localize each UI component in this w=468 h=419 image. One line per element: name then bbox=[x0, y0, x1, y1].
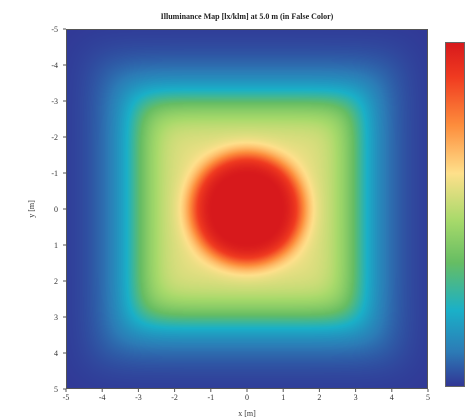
x-tick-label: -4 bbox=[99, 393, 106, 402]
y-tick-label: -3 bbox=[51, 97, 58, 106]
chart-title: Illuminance Map [lx/klm] at 5.0 m (in Fa… bbox=[160, 12, 334, 21]
y-tick-label: 1 bbox=[54, 241, 58, 250]
colorbar bbox=[445, 42, 465, 387]
x-tick-label: 3 bbox=[354, 393, 358, 402]
y-tick-label: -1 bbox=[51, 169, 58, 178]
x-tick-label: -3 bbox=[135, 393, 142, 402]
plot-area-frame bbox=[66, 29, 428, 389]
x-tick-label: 5 bbox=[426, 393, 430, 402]
y-tick-label: -5 bbox=[51, 25, 58, 34]
y-tick-label: 2 bbox=[54, 277, 58, 286]
x-tick-label: 4 bbox=[390, 393, 394, 402]
y-tick-label: -2 bbox=[51, 133, 58, 142]
y-axis-ticks: -5 -4 -3 -2 -1 0 1 2 3 4 5 bbox=[51, 25, 66, 394]
x-axis-label: x [m] bbox=[238, 409, 256, 418]
x-tick-label: -1 bbox=[207, 393, 214, 402]
x-axis-ticks: -5 -4 -3 -2 -1 0 1 2 3 4 5 bbox=[63, 389, 430, 402]
x-tick-label: 0 bbox=[245, 393, 249, 402]
heatmap-plot bbox=[67, 30, 427, 388]
y-tick-label: 0 bbox=[54, 205, 58, 214]
y-tick-label: -4 bbox=[51, 61, 58, 70]
x-tick-label: -5 bbox=[63, 393, 70, 402]
y-axis-label: y [m] bbox=[27, 200, 36, 218]
y-tick-label: 3 bbox=[54, 313, 58, 322]
x-tick-label: 1 bbox=[281, 393, 285, 402]
x-tick-label: 2 bbox=[317, 393, 321, 402]
y-tick-label: 5 bbox=[54, 385, 58, 394]
y-tick-label: 4 bbox=[54, 349, 58, 358]
x-tick-label: -2 bbox=[171, 393, 178, 402]
